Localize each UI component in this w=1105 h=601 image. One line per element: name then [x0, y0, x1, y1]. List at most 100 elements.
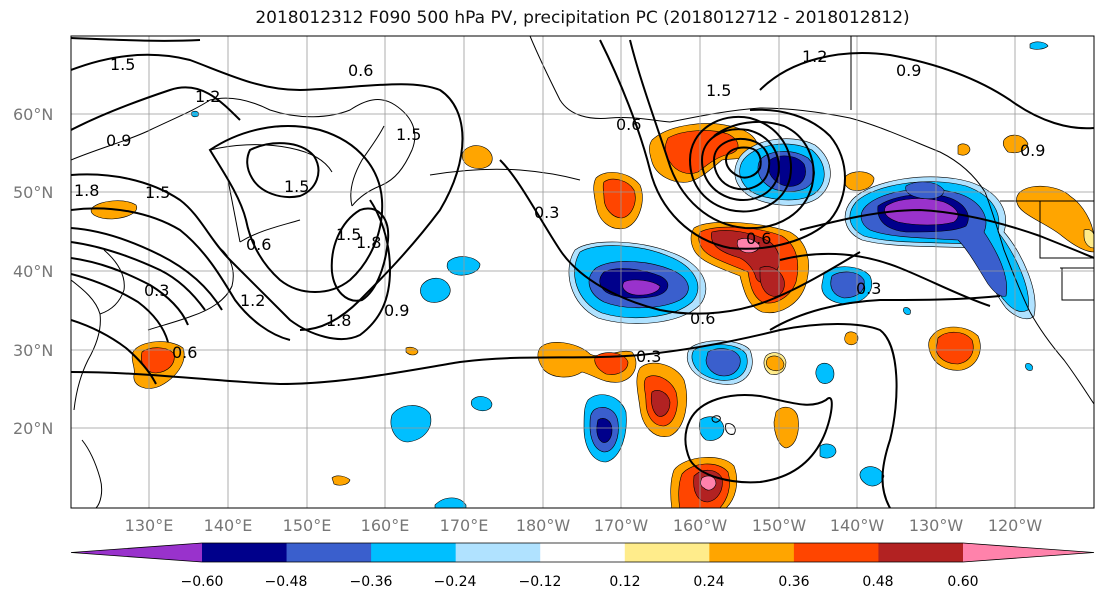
shade-orange-uscoast	[1016, 185, 1094, 253]
lat-label: 50°N	[13, 183, 53, 202]
contour-cyclone-3	[700, 128, 780, 201]
contour-label: 0.6	[348, 61, 373, 80]
contour-cyclone-outer	[599, 39, 846, 250]
lat-label: 60°N	[13, 105, 53, 124]
contour-west-8	[71, 273, 169, 343]
contour-label: 0.6	[746, 229, 771, 248]
contour-label: 0.6	[172, 343, 197, 362]
shade-orange-east-spot-5	[1002, 134, 1029, 154]
shade-darkred-central-3	[650, 390, 671, 417]
contour-label: 0.6	[616, 115, 641, 134]
lon-label: 150°E	[283, 516, 332, 535]
colorbar-extend-low	[71, 543, 202, 562]
contour-west-4	[71, 207, 291, 341]
colorbar-tick-labels: −0.60 −0.48 −0.36 −0.24 −0.12 0.12 0.24 …	[181, 574, 979, 590]
contour-west-3	[71, 173, 392, 340]
contour-label: 0.9	[1020, 141, 1045, 160]
colorbar-tick-label: −0.36	[350, 574, 393, 590]
contour-label: 1.5	[145, 183, 170, 202]
contour-label-layer: 1.5 1.2 0.6 0.9 1.5 1.8 1.5 1.5 0.6 1.5 …	[74, 47, 1045, 366]
contour-label: 1.5	[284, 177, 309, 196]
colorbar-tick-label: 0.60	[947, 574, 978, 590]
contour-label: 1.8	[326, 311, 351, 330]
shade-red-east-spot-3	[935, 331, 974, 365]
shade-cyan-small-5	[1025, 363, 1033, 371]
contour-label: 1.2	[195, 87, 220, 106]
contour-top-left	[71, 37, 201, 42]
shade-cyan-small-7	[819, 443, 837, 459]
map-frame	[70, 35, 1095, 509]
shade-orange-small-3	[331, 475, 351, 486]
shade-cyan-small-4	[1029, 41, 1049, 50]
coast-aleutians	[429, 168, 581, 181]
shade-orange-south-5	[766, 355, 785, 372]
lon-label: 130°E	[125, 516, 174, 535]
shade-blue-south-1	[705, 348, 741, 377]
lon-label: 150°W	[752, 516, 807, 535]
lon-label: 130°W	[909, 516, 964, 535]
colorbar-tick-label: 0.24	[693, 574, 724, 590]
colorbar-tick-label: 0.12	[609, 574, 640, 590]
lon-label: 160°E	[361, 516, 410, 535]
lat-label: 30°N	[13, 341, 53, 360]
coast-alaska-south	[669, 107, 986, 193]
coast-alaska-west	[529, 36, 671, 123]
contour-label: 0.9	[106, 131, 131, 150]
shade-yellow-uscoast	[1083, 229, 1094, 249]
colorbar	[70, 542, 1095, 563]
colorbar-outline	[70, 542, 1095, 563]
contour-label: 0.9	[896, 61, 921, 80]
map-title: 2018012312 F090 500 hPa PV, precipitatio…	[255, 8, 910, 28]
coast-japan	[147, 247, 234, 331]
coast-korea	[99, 249, 125, 315]
colorbar-tick-label: 0.36	[778, 574, 809, 590]
longitude-axis: 130°E 140°E 150°E 160°E 170°E 180°W 170°…	[125, 516, 1043, 535]
shade-navy-central-4	[596, 418, 613, 443]
shade-orange-east-spot-4	[957, 143, 971, 156]
shade-cyan-spot-5	[470, 396, 493, 412]
lon-label: 170°W	[594, 516, 649, 535]
contour-north-east	[759, 52, 1094, 130]
contour-south-1	[71, 323, 898, 508]
contour-east-big	[499, 159, 861, 315]
contour-inner-2	[330, 207, 390, 302]
contour-west-9	[71, 319, 157, 385]
coast-philippines	[81, 439, 103, 508]
contour-label: 0.6	[690, 309, 715, 328]
contour-west-2	[71, 86, 241, 131]
colorbar-swatch	[793, 543, 879, 562]
colorbar-swatch	[455, 543, 541, 562]
coast-kurils	[239, 219, 301, 243]
lon-label: 170°E	[440, 516, 489, 535]
lon-label: 140°W	[830, 516, 885, 535]
colorbar-swatch	[709, 543, 795, 562]
contour-label: 1.5	[110, 55, 135, 74]
contour-west-6	[71, 241, 206, 311]
shade-cyan-spot-3	[390, 405, 432, 443]
colorbar-swatch	[286, 543, 372, 562]
shade-cyan-small-6	[903, 307, 911, 315]
border-state-1	[1039, 201, 1094, 259]
lat-label: 40°N	[13, 262, 53, 281]
shade-orange-south-8	[844, 331, 859, 346]
contour-south-2	[208, 125, 384, 293]
shade-blue-east-spot-2	[830, 271, 865, 299]
contour-east-3	[769, 295, 1001, 331]
colorbar-tick-label: −0.24	[434, 574, 477, 590]
colorbar-swatch	[202, 543, 288, 562]
colorbar-swatch	[624, 543, 710, 562]
contour-label: 0.3	[144, 281, 169, 300]
coast-china	[71, 279, 101, 411]
shade-blue-coast-2	[905, 181, 945, 200]
shade-orange-small-2	[405, 346, 419, 356]
contour-label: 0.6	[246, 235, 271, 254]
coast-us-west	[1029, 311, 1094, 405]
contour-cyclone-5	[724, 146, 762, 179]
contour-label: 1.2	[240, 291, 265, 310]
contour-west-5	[71, 227, 223, 311]
graticule	[71, 36, 1094, 508]
contour-label: 1.2	[802, 47, 827, 66]
contour-west-7	[71, 257, 189, 326]
contour-label: 1.8	[74, 181, 99, 200]
